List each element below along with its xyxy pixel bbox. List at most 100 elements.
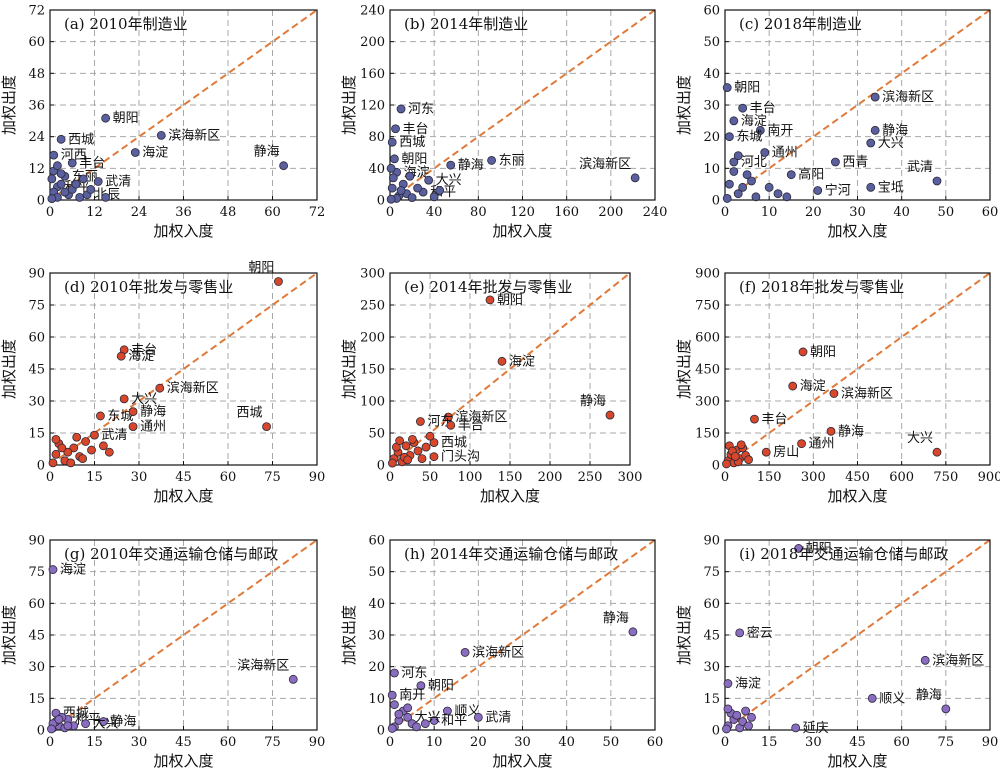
data-point	[51, 449, 61, 459]
panel-title: (f) 2018年批发与零售业	[739, 278, 904, 296]
point-label: 大兴	[415, 710, 441, 725]
data-point	[104, 447, 114, 457]
x-tick-label: 200	[598, 205, 623, 220]
data-point	[391, 124, 400, 134]
data-point	[71, 179, 81, 189]
y-tick-label: 30	[28, 395, 45, 410]
point-label: 河东	[408, 102, 434, 117]
y-tick-label: 120	[360, 99, 385, 114]
y-tick-label: 40	[368, 162, 385, 177]
x-tick-label: 300	[618, 470, 643, 485]
data-point	[813, 186, 823, 195]
data-point	[416, 681, 426, 691]
x-tick-label: 45	[175, 470, 192, 485]
data-point	[49, 150, 59, 160]
y-tick-label: 600	[695, 331, 720, 346]
x-tick-label: 0	[721, 470, 729, 485]
x-axis-title: 加权入度	[827, 487, 887, 505]
point-label: 东城	[736, 130, 762, 145]
x-tick-label: 12	[86, 205, 103, 220]
data-point	[786, 170, 796, 180]
x-tick-label: 300	[801, 470, 826, 485]
y-tick-label: 60	[368, 534, 385, 549]
data-point	[867, 693, 877, 703]
data-point	[51, 434, 61, 444]
point-label: 顺义	[879, 691, 905, 706]
point-label: 静海	[140, 405, 166, 420]
point-label: 大兴	[93, 717, 119, 732]
data-point	[750, 414, 759, 424]
point-label: 东丽	[499, 153, 525, 168]
point-label: 朝阳	[734, 81, 760, 96]
data-point	[403, 455, 413, 465]
point-label: 密云	[747, 625, 773, 641]
point-label: 静海	[916, 688, 942, 703]
y-tick-label: 60	[28, 35, 45, 50]
point-label: 宝坻	[878, 179, 904, 195]
x-tick-label: 40	[558, 735, 575, 750]
data-point	[733, 189, 743, 199]
x-tick-label: 150	[757, 470, 782, 485]
data-point	[130, 148, 140, 157]
data-point	[47, 194, 57, 204]
y-tick-label: 0	[37, 724, 45, 739]
point-label: 海淀	[800, 379, 826, 394]
data-point	[429, 438, 439, 448]
y-tick-label: 750	[695, 299, 720, 314]
data-point	[744, 455, 753, 465]
x-tick-label: 60	[893, 735, 910, 750]
data-point	[78, 174, 88, 184]
data-point	[729, 167, 739, 176]
y-axis-title: 加权出度	[340, 75, 358, 135]
y-tick-label: 0	[712, 194, 720, 209]
x-tick-label: 100	[458, 470, 483, 485]
panel-title: (a) 2010年制造业	[64, 15, 188, 33]
x-tick-label: 250	[578, 470, 603, 485]
y-tick-label: 50	[368, 427, 385, 442]
data-point	[413, 183, 423, 193]
y-tick-label: 0	[37, 194, 45, 209]
x-tick-label: 36	[175, 205, 192, 220]
data-point	[826, 426, 836, 436]
data-point	[870, 92, 880, 102]
data-point	[725, 132, 734, 142]
x-tick-label: 50	[603, 735, 620, 750]
data-point	[56, 179, 66, 189]
x-tick-label: 90	[982, 735, 999, 750]
data-point	[446, 160, 456, 170]
point-label: 海淀	[735, 677, 761, 692]
data-point	[920, 655, 930, 665]
data-point	[56, 134, 66, 144]
data-point	[773, 189, 783, 199]
x-axis-title: 加权入度	[153, 487, 213, 505]
point-label: 朝阳	[113, 111, 139, 126]
data-point	[388, 173, 398, 183]
data-point	[870, 125, 880, 135]
x-tick-label: 10	[761, 205, 778, 220]
data-point	[429, 716, 439, 725]
x-tick-label: 30	[514, 735, 531, 750]
y-axis-title: 加权出度	[675, 605, 693, 665]
y-tick-label: 90	[28, 534, 45, 549]
x-tick-label: 240	[643, 205, 668, 220]
data-point	[722, 724, 731, 734]
x-tick-label: 600	[889, 470, 914, 485]
data-point	[395, 436, 405, 446]
data-point	[723, 704, 733, 714]
x-tick-label: 90	[309, 735, 326, 750]
data-point	[407, 434, 417, 444]
point-label: 静海	[882, 123, 908, 138]
y-tick-label: 15	[28, 427, 45, 442]
y-tick-label: 75	[28, 299, 45, 314]
point-label: 丰台	[458, 418, 484, 433]
x-tick-label: 20	[470, 735, 487, 750]
x-tick-label: 60	[220, 735, 237, 750]
point-label: 南开	[399, 687, 425, 703]
data-point	[413, 446, 423, 456]
data-point	[435, 186, 445, 195]
point-label: 滨海新区	[472, 644, 524, 660]
x-tick-label: 0	[386, 470, 394, 485]
data-point	[72, 432, 82, 442]
point-label: 大兴	[436, 173, 462, 188]
